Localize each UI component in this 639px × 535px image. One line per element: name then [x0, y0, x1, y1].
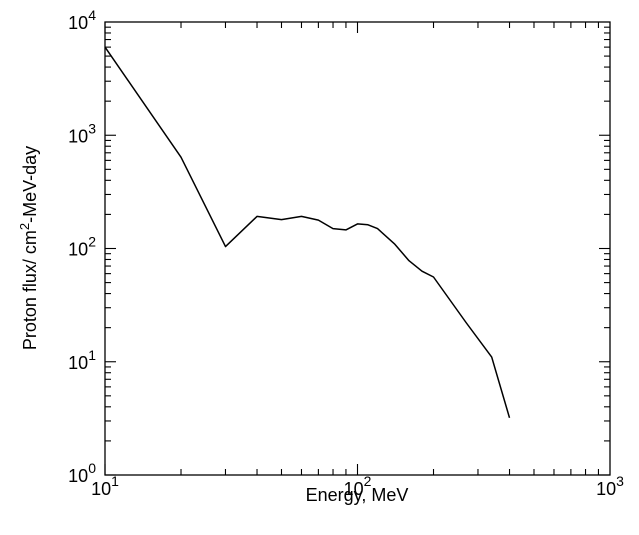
y-tick-label: 103	[68, 120, 96, 146]
axis-ticks	[104, 22, 610, 476]
y-axis-label: Proton flux/ cm2-MeV-day	[17, 146, 40, 350]
x-tick-label: 101	[91, 473, 119, 499]
y-tick-label: 104	[68, 7, 96, 33]
x-tick-label: 102	[344, 473, 372, 499]
y-tick-label: 102	[68, 234, 96, 260]
plot-frame	[104, 21, 611, 476]
y-tick-label: 100	[68, 460, 96, 486]
series-line	[104, 46, 511, 419]
x-axis-label: Energy, MeV	[306, 485, 409, 505]
x-tick-label: 103	[596, 473, 624, 499]
y-tick-label: 101	[68, 347, 96, 373]
